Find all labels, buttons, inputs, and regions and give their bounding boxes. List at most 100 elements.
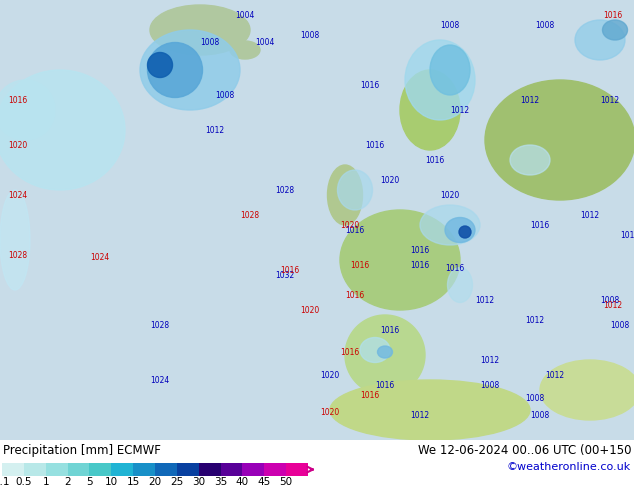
Text: 1020: 1020 [320,408,340,416]
Ellipse shape [337,170,373,210]
Text: 1016: 1016 [351,261,370,270]
Ellipse shape [400,70,460,150]
Text: 1008: 1008 [301,30,320,40]
Text: 1028: 1028 [8,250,27,260]
Text: 1024: 1024 [8,191,28,199]
Text: 1016: 1016 [380,325,399,335]
Ellipse shape [345,315,425,395]
Ellipse shape [485,80,634,200]
Bar [155,463,177,476]
Text: 1012: 1012 [526,316,545,324]
Text: 1012: 1012 [545,370,564,379]
Text: 30: 30 [192,477,205,487]
Bar [286,463,308,476]
Text: 1028: 1028 [275,186,295,195]
Text: 1008: 1008 [611,320,630,329]
Text: We 12-06-2024 00..06 UTC (00+150: We 12-06-2024 00..06 UTC (00+150 [418,444,631,457]
Text: 1016: 1016 [365,141,385,149]
Ellipse shape [575,20,625,60]
Bar [2,463,24,476]
Ellipse shape [0,190,30,290]
Text: 1: 1 [42,477,49,487]
Text: 1016: 1016 [360,391,380,399]
Bar [264,463,286,476]
Bar [24,463,46,476]
Text: 1012: 1012 [450,105,470,115]
Text: 1024: 1024 [150,375,170,385]
Text: 45: 45 [257,477,271,487]
Text: 1020: 1020 [380,175,399,185]
Ellipse shape [150,5,250,55]
Ellipse shape [0,70,125,190]
Text: 1016: 1016 [410,245,430,254]
Ellipse shape [360,338,390,363]
Ellipse shape [340,210,460,310]
Text: 1012: 1012 [476,295,495,304]
Text: 1012: 1012 [205,125,224,134]
Ellipse shape [148,43,202,98]
Text: 1020: 1020 [441,191,460,199]
Ellipse shape [148,52,172,77]
Ellipse shape [140,30,240,110]
Text: 1016: 1016 [360,80,380,90]
Text: 0.5: 0.5 [16,477,32,487]
Bar [112,463,133,476]
Bar [198,463,221,476]
Ellipse shape [405,40,475,120]
Text: 1016: 1016 [604,10,623,20]
Bar [68,463,89,476]
Text: 1008: 1008 [526,393,545,402]
Text: 40: 40 [236,477,249,487]
Text: 1028: 1028 [150,320,169,329]
Text: 1008: 1008 [600,295,619,304]
Ellipse shape [328,165,363,225]
Text: ©weatheronline.co.uk: ©weatheronline.co.uk [507,462,631,472]
Text: 1012: 1012 [410,411,430,419]
Text: 10: 10 [105,477,118,487]
Ellipse shape [602,20,628,40]
Text: 1020: 1020 [8,141,28,149]
Ellipse shape [330,380,530,440]
Text: 1016: 1016 [346,225,365,235]
Text: 1016: 1016 [280,266,300,274]
Bar [46,463,68,476]
Text: 1012: 1012 [481,356,500,365]
Text: 1028: 1028 [240,211,259,220]
Text: 1016: 1016 [375,381,394,390]
Text: 1020: 1020 [320,370,340,379]
Bar [177,463,198,476]
Text: 1016: 1016 [410,261,430,270]
Bar [89,463,112,476]
Text: 1024: 1024 [91,252,110,262]
Text: 1008: 1008 [216,91,235,99]
Text: 1012: 1012 [521,96,540,104]
Text: 1008: 1008 [535,21,555,29]
Text: 0.1: 0.1 [0,477,10,487]
Text: 1016: 1016 [425,155,444,165]
Bar [221,463,242,476]
Ellipse shape [448,268,472,302]
Ellipse shape [230,41,260,59]
Text: 1004: 1004 [235,10,255,20]
Text: 1020: 1020 [340,220,359,229]
Text: 5: 5 [86,477,93,487]
Ellipse shape [459,226,471,238]
Bar [133,463,155,476]
Text: 1016: 1016 [340,347,359,357]
Text: 1008: 1008 [200,38,219,47]
Text: 1016: 1016 [8,96,28,104]
Text: 15: 15 [127,477,139,487]
Text: 1016: 1016 [445,264,465,272]
Ellipse shape [445,218,475,243]
Text: 1008: 1008 [531,411,550,419]
Text: 1012: 1012 [581,211,600,220]
Text: 1016: 1016 [531,220,550,229]
Text: 25: 25 [171,477,183,487]
Text: 1016: 1016 [346,291,365,299]
Text: 1008: 1008 [441,21,460,29]
Ellipse shape [510,145,550,175]
Text: 1012: 1012 [621,230,634,240]
Ellipse shape [430,45,470,95]
Text: 1020: 1020 [301,305,320,315]
Ellipse shape [420,205,480,245]
